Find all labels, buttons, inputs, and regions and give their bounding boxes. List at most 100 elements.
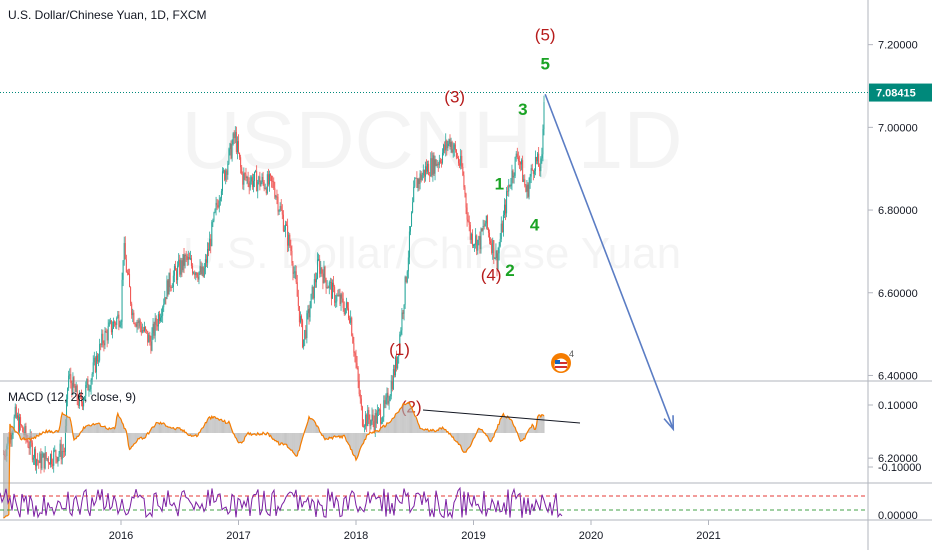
candle-body [485,215,487,224]
candle-body [135,324,137,327]
candle-body [214,209,216,213]
candle-body [383,400,385,418]
candle-body [276,196,278,198]
candle-body [337,295,339,296]
candle-body [294,271,296,273]
candle-body [247,177,249,184]
candle-body [42,453,44,458]
candle-body [195,272,197,276]
flag-icon-canton [555,360,560,364]
candle-body [297,296,299,306]
candle-body [362,425,364,427]
candle-body [326,287,328,288]
candle-body [44,452,46,469]
candle-body [64,425,66,452]
candle-body [380,409,382,424]
candle-body [216,202,218,206]
candle-body [215,202,217,210]
candle-body [336,295,338,302]
candle-body [268,174,270,185]
candle-body [464,187,466,194]
candle-body [148,335,150,343]
candle-body [412,202,414,213]
candle-body [415,177,417,179]
candle-body [116,318,118,325]
candle-body [233,133,235,139]
candle-body [498,246,500,254]
candle-body [411,212,413,227]
candle-body [446,140,448,149]
candle-body [24,425,26,436]
candle-body [91,373,93,380]
candle-body [122,260,124,280]
candle-body [207,248,209,263]
candle-body [89,389,91,390]
candle-body [156,324,158,327]
candle-body [540,158,542,172]
candle-body [144,326,145,332]
candle-body [523,179,525,182]
candle-body [401,312,403,331]
candle-body [413,186,415,203]
candle-body [470,234,472,240]
candle-body [75,385,77,392]
chart-title: U.S. Dollar/Chinese Yuan, 1D, FXCM [8,8,207,22]
candle-body [468,221,470,225]
candle-body [46,458,48,460]
candle-body [210,238,212,246]
candle-body [354,352,356,356]
candle-body [367,409,369,427]
candle-body [501,223,503,233]
candle-body [38,461,40,463]
candle-body [423,169,425,177]
candle-body [445,140,447,151]
candle-body [14,406,16,417]
candle-body [238,141,239,153]
candle-body [311,286,313,294]
candle-body [181,260,183,271]
candle-body [93,357,95,363]
time-tick-label: 2019 [461,530,485,542]
candle-body [449,139,451,147]
candle-body [303,339,305,348]
candle-body [388,400,390,404]
candle-body [296,282,298,297]
candle-body [220,191,222,199]
candle-body [250,177,252,182]
candle-body [79,394,81,397]
candle-body [364,425,366,427]
candle-body [77,400,79,406]
candle-body [97,355,98,362]
candle-body [256,171,258,192]
candle-body [361,406,363,426]
candle-body [524,179,526,186]
candle-body [246,177,248,179]
candle-body [113,321,115,329]
candle-body [344,308,346,315]
candle-body [420,173,422,181]
candle-body [490,240,492,244]
candle-body [370,420,372,426]
candle-body [495,250,497,258]
candle-body [534,156,536,172]
candle-body [375,413,377,424]
candle-body [373,421,375,431]
candle-body [106,332,108,341]
candle-body [31,442,33,460]
candle-body [149,335,151,342]
candle-body [186,255,188,260]
price-tick-label: 6.60000 [878,288,918,300]
candle-body [95,355,97,373]
candle-body [203,267,205,277]
candle-body [443,144,445,153]
candle-body [205,259,207,263]
candle-body [67,387,69,400]
candle-body [35,449,37,467]
candle-body [539,166,541,172]
candle-body [176,270,178,281]
candle-body [518,161,520,162]
candle-body [145,326,147,330]
candle-body [328,282,330,289]
